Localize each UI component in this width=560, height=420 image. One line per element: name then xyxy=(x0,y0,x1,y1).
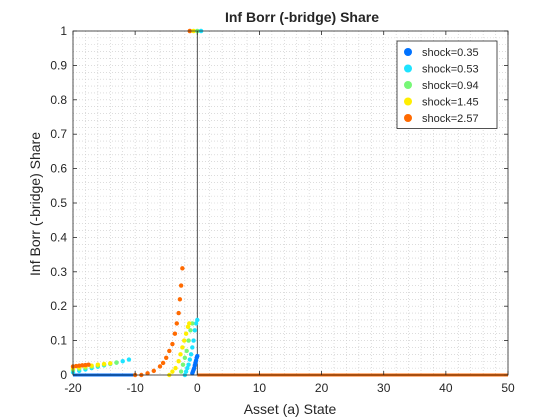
data-point xyxy=(180,345,185,350)
x-tick-label: 30 xyxy=(377,381,391,395)
data-point xyxy=(172,331,178,336)
y-tick-label: 0.5 xyxy=(50,196,67,210)
data-point xyxy=(190,321,195,326)
data-point xyxy=(95,362,101,367)
data-point xyxy=(176,310,181,316)
x-tick-label: 10 xyxy=(253,381,267,395)
legend-label: shock=1.45 xyxy=(422,97,479,109)
data-point xyxy=(185,365,190,371)
data-point xyxy=(157,364,163,369)
x-tick-label: 40 xyxy=(439,381,453,395)
legend-marker xyxy=(404,114,412,122)
data-point xyxy=(188,328,193,333)
x-tick-label: 0 xyxy=(194,381,201,395)
data-point xyxy=(195,353,200,359)
series-shock=2.57 xyxy=(70,266,185,378)
data-point xyxy=(183,369,189,374)
data-point xyxy=(167,348,172,354)
y-tick-label: 0.8 xyxy=(50,93,67,107)
legend-label: shock=0.94 xyxy=(422,80,479,92)
x-tick-label: 50 xyxy=(501,381,515,395)
data-point xyxy=(187,357,193,362)
y-tick-label: 0.1 xyxy=(50,334,67,348)
y-tick-label: 0.4 xyxy=(50,230,67,244)
data-point xyxy=(182,355,188,360)
data-point xyxy=(174,321,179,326)
data-point xyxy=(185,324,191,330)
y-tick-label: 0 xyxy=(60,368,67,382)
data-point xyxy=(180,266,185,271)
legend-label: shock=2.57 xyxy=(422,113,479,125)
x-tick-label: -20 xyxy=(64,381,82,395)
data-point xyxy=(186,362,191,367)
x-tick-label: -10 xyxy=(126,381,144,395)
data-point xyxy=(178,369,184,374)
y-tick-label: 0.9 xyxy=(50,58,67,72)
data-point xyxy=(187,321,192,326)
data-point xyxy=(178,283,184,288)
data-point xyxy=(180,362,186,367)
data-point xyxy=(177,297,183,302)
y-tick-label: 0.6 xyxy=(50,162,67,176)
y-axis-label: Inf Borr (-bridge) Share xyxy=(27,132,43,276)
data-point xyxy=(126,357,132,362)
data-point xyxy=(186,338,191,343)
data-point xyxy=(192,328,197,333)
data-point xyxy=(170,341,175,347)
data-point xyxy=(190,345,195,350)
legend-marker xyxy=(404,64,412,73)
data-point xyxy=(170,369,175,374)
y-tick-label: 0.7 xyxy=(50,127,67,141)
data-point xyxy=(176,359,181,364)
data-point xyxy=(86,362,91,367)
data-point xyxy=(114,360,119,365)
y-tick-label: 0.3 xyxy=(50,265,67,279)
data-point xyxy=(101,361,107,367)
data-point xyxy=(188,352,194,357)
data-point xyxy=(191,338,196,343)
data-point xyxy=(193,321,199,326)
legend-marker xyxy=(404,97,412,106)
x-axis-label: Asset (a) State xyxy=(244,401,337,417)
y-tick-label: 1 xyxy=(60,24,67,38)
legend-marker xyxy=(404,81,412,89)
data-point xyxy=(160,360,166,366)
data-point xyxy=(108,361,113,366)
legend: shock=0.35 shock=0.53 shock=0.94 shock=1.45… xyxy=(396,40,498,129)
data-point xyxy=(164,355,169,360)
series-shock=0.35 xyxy=(190,353,200,376)
data-point xyxy=(178,352,183,357)
x-tick-label: 20 xyxy=(315,381,329,395)
data-point xyxy=(184,348,189,354)
data-point xyxy=(195,317,200,323)
y-tick-label: 0.2 xyxy=(50,299,67,313)
legend-box xyxy=(396,40,498,129)
legend-label: shock=0.53 xyxy=(422,64,479,76)
axis-ticks: -20 -10 0 10 20 30 40 50 0 0.1 0.2 0.3 0.4 0.5 0.6 0.7 0… xyxy=(50,24,515,395)
legend-label: shock=0.35 xyxy=(422,47,479,59)
legend-marker xyxy=(404,48,412,56)
data-point xyxy=(145,371,150,376)
data-point xyxy=(173,365,178,371)
data-point xyxy=(182,338,187,343)
data-point xyxy=(183,331,189,336)
chart-title: Inf Borr (-bridge) Share xyxy=(225,9,379,25)
data-point xyxy=(151,368,156,374)
data-point xyxy=(120,359,125,364)
series-shock=1.45 xyxy=(70,321,192,378)
